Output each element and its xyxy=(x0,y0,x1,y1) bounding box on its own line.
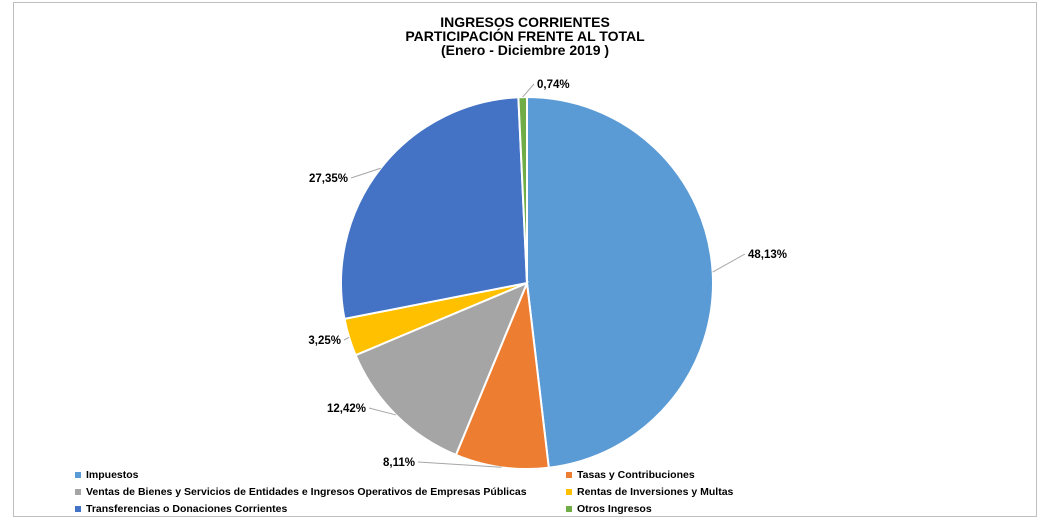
chart-title-line-3: (Enero - Diciembre 2019 ) xyxy=(440,42,610,58)
data-label-5: 27,35% xyxy=(309,173,348,185)
legend-label-4: Rentas de Inversiones y Multas xyxy=(577,486,734,498)
leader-line-5 xyxy=(350,167,381,179)
leader-line-4 xyxy=(343,336,350,341)
legend-swatch-5 xyxy=(75,506,81,512)
pie-slice-3 xyxy=(354,281,529,457)
chart-title-line-2: PARTICIPACIÓN FRENTE AL TOTAL xyxy=(405,28,645,44)
leader-line-2 xyxy=(417,461,502,468)
legend-label-6: Otros Ingresos xyxy=(577,503,652,515)
leader-line-1 xyxy=(712,253,746,273)
pie-slice-1 xyxy=(526,95,715,469)
data-label-4: 3,25% xyxy=(308,335,341,347)
legend-label-5: Transferencias o Donaciones Corrientes xyxy=(86,503,288,515)
legend-item-5: Transferencias o Donaciones Corrientes xyxy=(75,502,287,516)
legend-label-1: Impuestos xyxy=(86,469,139,481)
legend-label-3: Ventas de Bienes y Servicios de Entidade… xyxy=(86,486,527,498)
legend-swatch-4 xyxy=(566,489,572,495)
data-label-2: 8,11% xyxy=(383,457,415,469)
chart-title-line-1: INGRESOS CORRIENTES xyxy=(440,14,610,30)
data-labels: 48,13% 8,11% 12,42% 3,25% 27,35% 0,74% xyxy=(308,79,787,469)
legend-item-2: Tasas y Contribuciones xyxy=(566,468,695,482)
legend-item-3: Ventas de Bienes y Servicios de Entidade… xyxy=(75,485,527,499)
leader-line-3 xyxy=(368,407,397,416)
legend-swatch-3 xyxy=(75,489,81,495)
legend-label-2: Tasas y Contribuciones xyxy=(577,469,695,481)
pie-slice-2 xyxy=(454,279,550,470)
leader-lines xyxy=(343,83,746,468)
legend-item-1: Impuestos xyxy=(75,468,139,482)
leader-line-6 xyxy=(522,83,535,98)
legend-swatch-1 xyxy=(75,472,81,478)
data-label-1: 48,13% xyxy=(748,249,787,261)
data-label-3: 12,42% xyxy=(327,403,366,415)
legend-item-4: Rentas de Inversiones y Multas xyxy=(566,485,733,499)
legend-item-6: Otros Ingresos xyxy=(566,502,652,516)
legend-swatch-2 xyxy=(566,472,572,478)
pie-slices xyxy=(340,95,715,470)
pie-slice-5 xyxy=(340,96,529,321)
data-label-6: 0,74% xyxy=(537,79,570,91)
legend-swatch-6 xyxy=(566,506,572,512)
